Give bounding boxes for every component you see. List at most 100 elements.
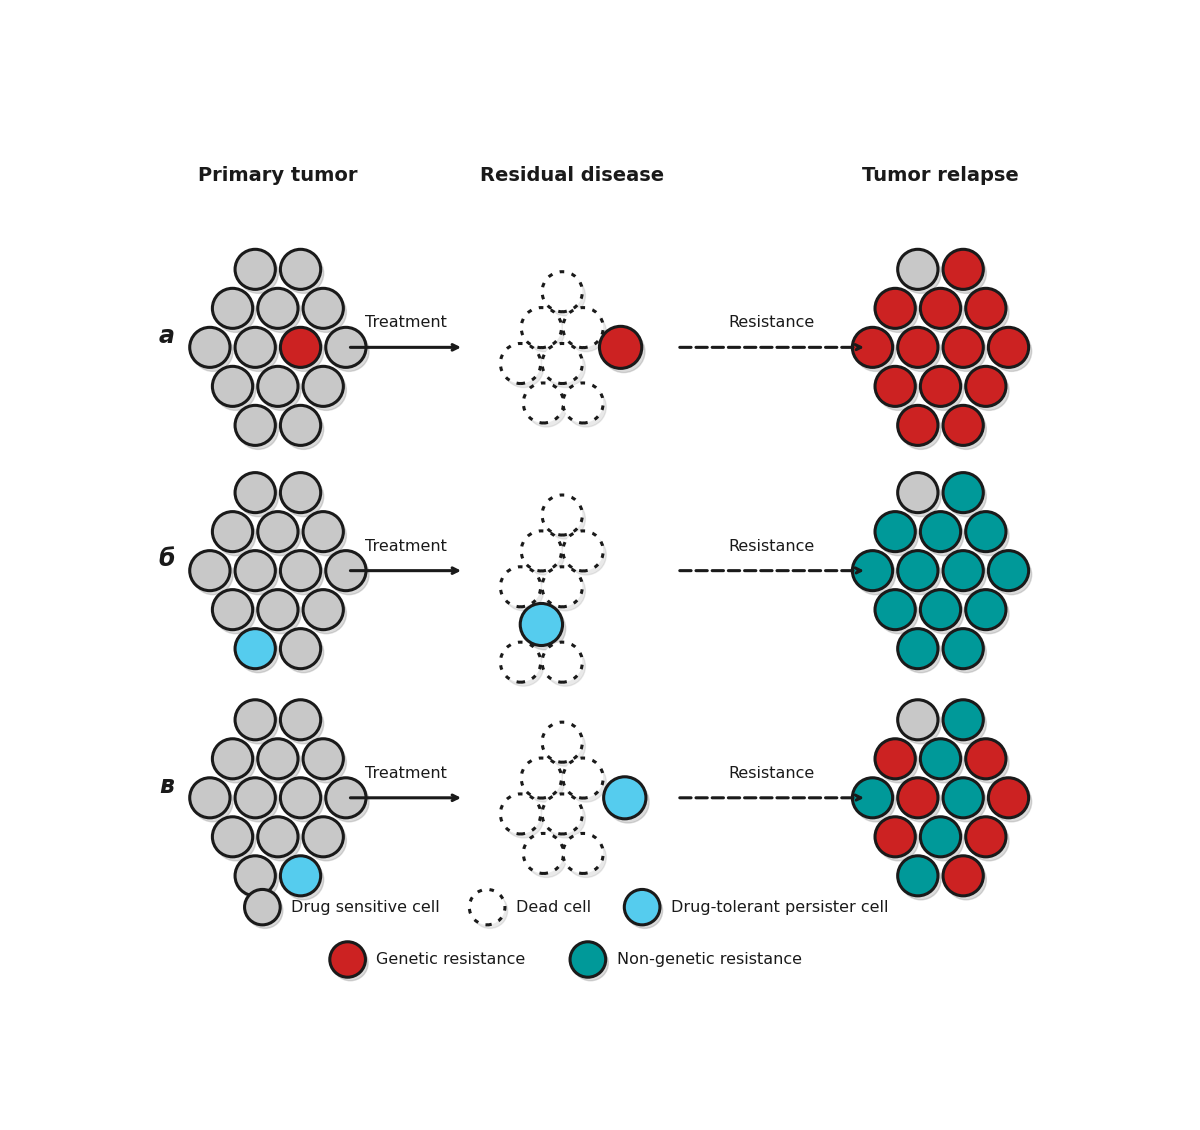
Circle shape — [283, 331, 324, 372]
Circle shape — [238, 409, 278, 450]
Circle shape — [258, 366, 298, 407]
Circle shape — [235, 328, 275, 367]
Circle shape — [875, 590, 916, 629]
Circle shape — [875, 366, 916, 407]
Circle shape — [542, 567, 582, 607]
Circle shape — [966, 590, 1006, 629]
Circle shape — [258, 512, 298, 551]
Circle shape — [563, 758, 604, 798]
Circle shape — [943, 777, 983, 818]
Circle shape — [878, 293, 918, 332]
Circle shape — [260, 593, 301, 634]
Circle shape — [521, 307, 562, 348]
Circle shape — [216, 371, 256, 410]
Circle shape — [946, 860, 986, 899]
Circle shape — [500, 642, 541, 683]
Text: Drug sensitive cell: Drug sensitive cell — [292, 899, 439, 914]
Circle shape — [852, 777, 893, 818]
Circle shape — [260, 293, 301, 332]
Circle shape — [306, 515, 347, 556]
Circle shape — [238, 253, 278, 294]
Circle shape — [991, 555, 1032, 594]
Circle shape — [524, 762, 564, 802]
Circle shape — [946, 253, 986, 294]
Circle shape — [521, 531, 562, 571]
Circle shape — [946, 331, 986, 372]
Circle shape — [901, 704, 941, 744]
Circle shape — [283, 782, 324, 822]
Circle shape — [258, 288, 298, 329]
Circle shape — [235, 777, 275, 818]
Circle shape — [920, 288, 961, 329]
Circle shape — [545, 348, 586, 388]
Circle shape — [572, 946, 608, 981]
Circle shape — [991, 331, 1032, 372]
Circle shape — [898, 406, 938, 445]
Circle shape — [216, 593, 256, 634]
Text: Resistance: Resistance — [728, 315, 815, 330]
Circle shape — [238, 633, 278, 672]
Circle shape — [901, 409, 941, 450]
Circle shape — [991, 782, 1032, 822]
Text: Genetic resistance: Genetic resistance — [377, 951, 526, 967]
Circle shape — [626, 893, 662, 929]
Circle shape — [542, 794, 582, 834]
Circle shape — [304, 739, 343, 779]
Circle shape — [607, 781, 649, 823]
Circle shape — [968, 593, 1009, 634]
Circle shape — [332, 946, 368, 981]
Circle shape — [283, 633, 324, 672]
Circle shape — [283, 477, 324, 516]
Text: Residual disease: Residual disease — [480, 166, 665, 185]
Circle shape — [602, 331, 644, 373]
Text: Treatment: Treatment — [365, 315, 446, 330]
Circle shape — [566, 762, 606, 802]
Circle shape — [898, 328, 938, 367]
Circle shape — [212, 590, 253, 629]
Circle shape — [238, 331, 278, 372]
Circle shape — [898, 250, 938, 289]
Circle shape — [330, 941, 366, 977]
Circle shape — [235, 628, 275, 669]
Circle shape — [258, 590, 298, 629]
Circle shape — [527, 386, 566, 427]
Circle shape — [238, 477, 278, 516]
Circle shape — [923, 293, 964, 332]
Circle shape — [545, 727, 586, 766]
Circle shape — [304, 590, 343, 629]
Circle shape — [542, 271, 582, 312]
Text: Drug-tolerant persister cell: Drug-tolerant persister cell — [671, 899, 888, 914]
Circle shape — [212, 512, 253, 551]
Circle shape — [968, 515, 1009, 556]
Circle shape — [943, 628, 983, 669]
Circle shape — [542, 642, 582, 683]
Circle shape — [281, 472, 320, 513]
Circle shape — [968, 742, 1009, 783]
Circle shape — [920, 590, 961, 629]
Circle shape — [306, 820, 347, 861]
Circle shape — [901, 555, 941, 594]
Circle shape — [946, 633, 986, 672]
Circle shape — [966, 817, 1006, 857]
Circle shape — [545, 571, 586, 611]
Circle shape — [521, 603, 563, 645]
Circle shape — [946, 555, 986, 594]
Circle shape — [260, 820, 301, 861]
Circle shape — [238, 704, 278, 744]
Circle shape — [306, 293, 347, 332]
Circle shape — [235, 550, 275, 591]
Circle shape — [989, 777, 1028, 818]
Circle shape — [946, 477, 986, 516]
Text: Tumor relapse: Tumor relapse — [862, 166, 1019, 185]
Circle shape — [235, 406, 275, 445]
Circle shape — [190, 328, 230, 367]
Circle shape — [283, 253, 324, 294]
Circle shape — [190, 777, 230, 818]
Circle shape — [523, 608, 565, 650]
Circle shape — [325, 777, 366, 818]
Circle shape — [542, 722, 582, 763]
Circle shape — [570, 941, 606, 977]
Circle shape — [852, 550, 893, 591]
Circle shape — [306, 371, 347, 410]
Circle shape — [624, 889, 660, 924]
